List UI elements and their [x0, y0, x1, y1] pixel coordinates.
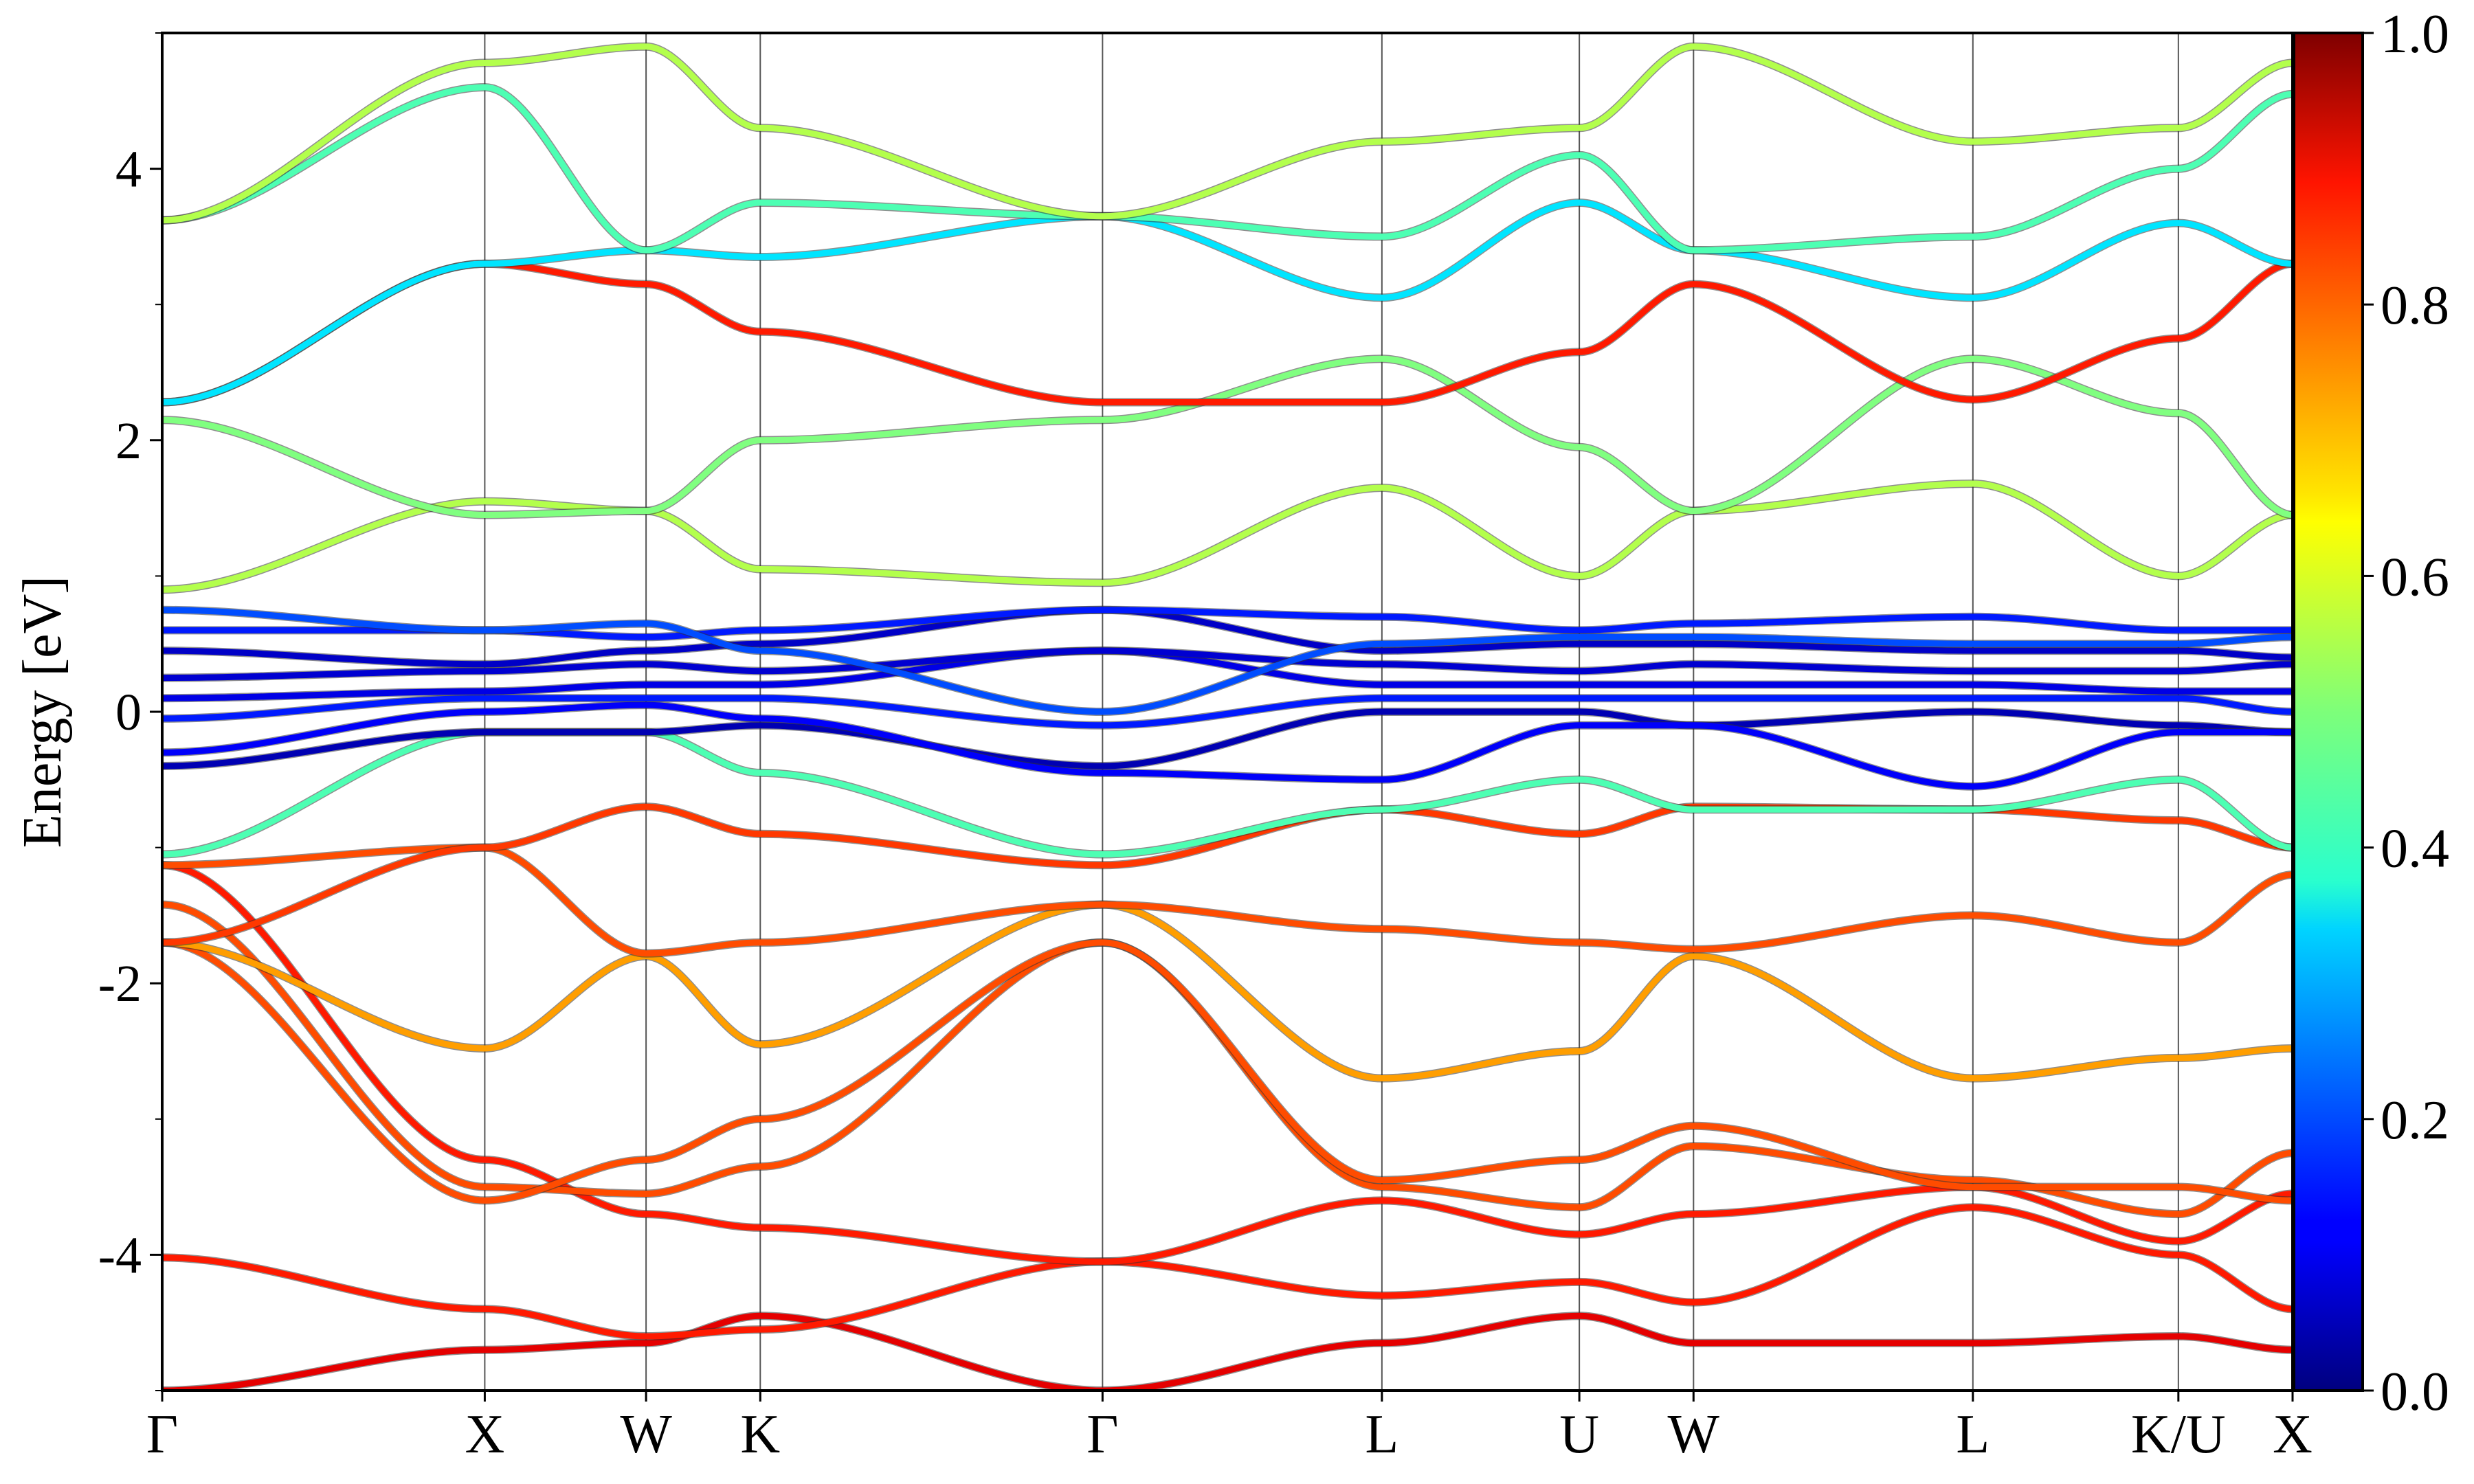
band-line	[162, 647, 2293, 682]
x-tick-label: Γ	[146, 1404, 178, 1465]
y-tick-label: 0	[115, 684, 142, 741]
colorbar-gradient	[2293, 32, 2364, 1392]
colorbar-tick-label: 0.4	[2381, 819, 2449, 879]
x-tick-label: X	[2273, 1404, 2313, 1465]
y-tick-label: -4	[98, 1226, 142, 1284]
y-axis-ticks: -4 -2 0 2 4	[98, 32, 162, 1391]
colorbar-tick-label: 1.0	[2381, 4, 2449, 65]
bands	[162, 42, 2293, 1391]
colorbar-tick-label: 0.2	[2381, 1090, 2449, 1151]
band-line	[162, 939, 2293, 1204]
x-tick-label: W	[1668, 1404, 1720, 1465]
y-tick-label: -2	[98, 955, 142, 1013]
band-line	[162, 355, 2293, 518]
y-tick-label: 4	[115, 141, 142, 199]
x-axis-ticks: Γ X W K Γ L U W L K/U X	[146, 1391, 2313, 1465]
colorbar: 0.0 0.2 0.4 0.6 0.8 1.0	[2293, 4, 2449, 1422]
band-line	[162, 901, 2293, 1081]
plot-area: -4 -2 0 2 4 Γ X W K Γ L U W L K/U X	[98, 32, 2313, 1465]
band-line	[162, 647, 2293, 701]
band-line	[162, 84, 2293, 254]
band-line	[162, 260, 2293, 406]
band-line	[162, 701, 2293, 790]
x-tick-label: K	[740, 1404, 780, 1465]
band-line	[162, 199, 2293, 405]
colorbar-tick-label: 0.0	[2381, 1362, 2449, 1422]
x-tick-label: L	[1365, 1404, 1398, 1465]
x-tick-label: U	[1559, 1404, 1599, 1465]
x-tick-label: K/U	[2131, 1404, 2226, 1465]
y-axis-label: Energy [eV]	[12, 576, 73, 848]
y-tick-label: 2	[115, 412, 142, 470]
x-tick-label: L	[1956, 1404, 1990, 1465]
band-line	[162, 607, 2293, 715]
colorbar-tick-label: 0.8	[2381, 276, 2449, 336]
band-line	[162, 480, 2293, 593]
band-line	[162, 1312, 2293, 1391]
x-tick-label: X	[465, 1404, 505, 1465]
band-line	[162, 695, 2293, 729]
x-tick-label: Γ	[1086, 1404, 1118, 1465]
colorbar-ticks: 0.0 0.2 0.4 0.6 0.8 1.0	[2363, 4, 2449, 1422]
band-line	[162, 607, 2293, 640]
band-line	[162, 708, 2293, 769]
colorbar-tick-label: 0.6	[2381, 547, 2449, 607]
band-line	[162, 1204, 2293, 1340]
x-tick-label: W	[620, 1404, 672, 1465]
band-line	[162, 43, 2293, 224]
band-line	[162, 844, 2293, 957]
band-line	[162, 607, 2293, 668]
